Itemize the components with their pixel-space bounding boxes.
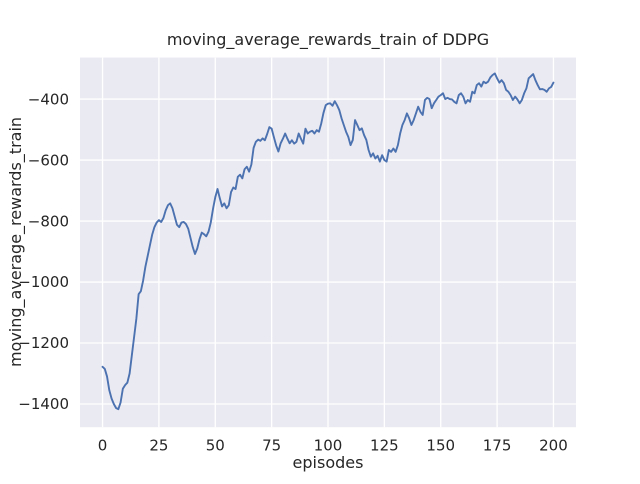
series-line-ddpg-rewards bbox=[101, 72, 555, 411]
x-tick-150: 150 bbox=[426, 437, 455, 455]
chart-title: moving_average_rewards_train of DDPG bbox=[167, 30, 489, 50]
x-tick-50: 50 bbox=[206, 437, 225, 455]
series-group bbox=[101, 72, 555, 411]
y-tick--800: −800 bbox=[28, 212, 69, 230]
x-tick-125: 125 bbox=[370, 437, 399, 455]
y-tick--600: −600 bbox=[28, 151, 69, 169]
x-axis-tick-labels: 0 25 50 75 100 125 150 175 200 bbox=[98, 437, 568, 455]
y-tick--1200: −1200 bbox=[18, 334, 69, 352]
x-tick-200: 200 bbox=[539, 437, 568, 455]
y-axis-label: moving_average_rewards_train bbox=[6, 117, 26, 367]
y-tick--1400: −1400 bbox=[18, 395, 69, 413]
x-tick-75: 75 bbox=[262, 437, 281, 455]
y-axis-tick-labels: −400 −600 −800 −1000 −1200 −1400 bbox=[18, 90, 69, 413]
x-tick-175: 175 bbox=[483, 437, 512, 455]
y-tick--1000: −1000 bbox=[18, 273, 69, 291]
x-tick-100: 100 bbox=[314, 437, 343, 455]
y-tick--400: −400 bbox=[28, 90, 69, 108]
x-tick-25: 25 bbox=[149, 437, 168, 455]
gridlines bbox=[80, 57, 576, 428]
x-axis-label: episodes bbox=[293, 453, 364, 472]
x-tick-0: 0 bbox=[98, 437, 108, 455]
